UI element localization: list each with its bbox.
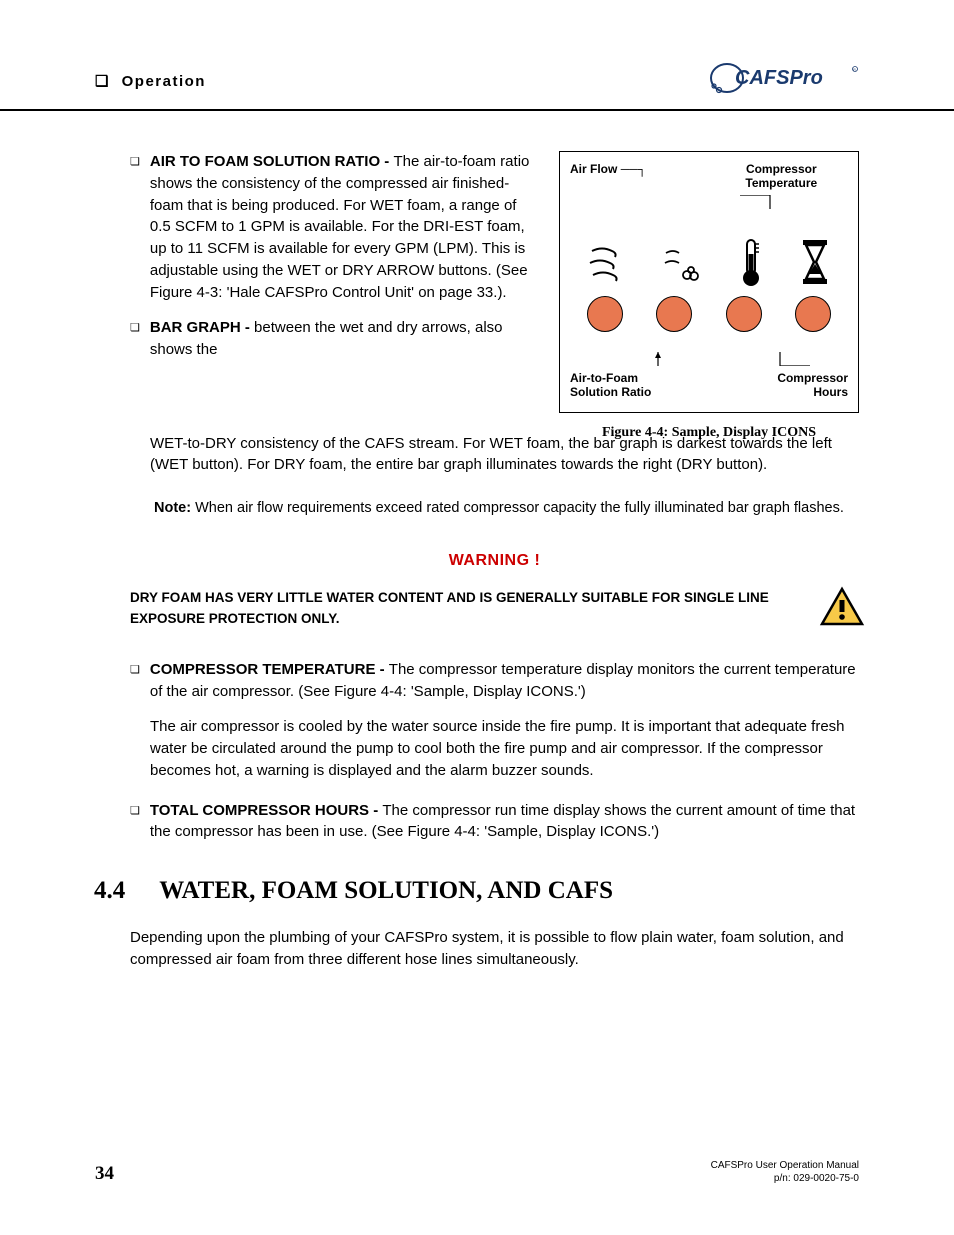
fig-label-air-to-foam: Air-to-FoamSolution Ratio xyxy=(570,371,651,400)
section-body: Depending upon the plumbing of your CAFS… xyxy=(130,927,859,971)
bullet-air-to-foam: ❏ AIR TO FOAM SOLUTION RATIO - The air-t… xyxy=(130,151,541,303)
svg-text:CAFSPro: CAFSPro xyxy=(735,67,823,89)
warning-block: WARNING ! DRY FOAM HAS VERY LITTLE WATER… xyxy=(130,552,859,629)
bullet-bar-graph: ❏ BAR GRAPH - between the wet and dry ar… xyxy=(130,317,541,361)
bullet-compressor-temp: ❏ COMPRESSOR TEMPERATURE - The compresso… xyxy=(130,659,859,703)
page-footer: 34 CAFSPro User Operation Manual p/n: 02… xyxy=(0,1159,954,1185)
page-number: 34 xyxy=(95,1163,114,1185)
warning-text: DRY FOAM HAS VERY LITTLE WATER CONTENT A… xyxy=(130,588,859,629)
fig-label-comp-temp: CompressorTemperature xyxy=(715,162,848,191)
square-bullet-icon: ❏ xyxy=(130,663,140,703)
status-circle-icon xyxy=(795,296,831,332)
foam-ratio-icon xyxy=(661,241,703,283)
footer-manual-name: CAFSPro User Operation Manual xyxy=(711,1159,859,1172)
note-block: Note: When air flow requirements exceed … xyxy=(154,498,859,518)
square-bullet-icon: ❏ xyxy=(130,155,140,303)
square-bullet-icon: ❏ xyxy=(130,804,140,844)
thermometer-icon xyxy=(737,236,765,288)
section-heading: 4.4 WATER, FOAM SOLUTION, AND CAFS xyxy=(94,877,859,905)
status-circle-icon xyxy=(656,296,692,332)
page-content: ❏ AIR TO FOAM SOLUTION RATIO - The air-t… xyxy=(0,151,954,971)
page-header: ❏ Operation CAFSPro R xyxy=(0,0,954,111)
air-to-foam-title: AIR TO FOAM SOLUTION RATIO - xyxy=(150,153,394,170)
square-bullet-icon: ❏ xyxy=(130,321,140,361)
logo: CAFSPro R xyxy=(709,60,859,101)
hourglass-icon xyxy=(799,238,831,286)
fig-label-air-flow: Air Flow ──┐ xyxy=(570,162,703,191)
note-body: When air flow requirements exceed rated … xyxy=(195,500,844,516)
header-bullet-icon: ❏ xyxy=(95,73,110,90)
fig-label-comp-hours: CompressorHours xyxy=(777,371,848,400)
header-section-label: Operation xyxy=(122,73,206,90)
footer-part-number: p/n: 029-0020-75-0 xyxy=(711,1172,859,1185)
bar-graph-rest: WET-to-DRY consistency of the CAFS strea… xyxy=(150,433,859,477)
warning-triangle-icon xyxy=(819,586,865,628)
warning-heading: WARNING ! xyxy=(130,552,859,570)
comp-temp-title: COMPRESSOR TEMPERATURE - xyxy=(150,661,389,678)
figure-4-4: Air Flow ──┐ CompressorTemperature xyxy=(559,151,859,441)
bullet-total-hours: ❏ TOTAL COMPRESSOR HOURS - The compresso… xyxy=(130,800,859,844)
bar-graph-title: BAR GRAPH - xyxy=(150,319,254,336)
total-hours-title: TOTAL COMPRESSOR HOURS - xyxy=(150,802,383,819)
section-number: 4.4 xyxy=(94,877,125,904)
status-circle-icon xyxy=(726,296,762,332)
note-label: Note: xyxy=(154,500,195,516)
cooling-paragraph: The air compressor is cooled by the wate… xyxy=(150,716,859,781)
air-flow-icon xyxy=(587,241,627,283)
section-title: WATER, FOAM SOLUTION, AND CAFS xyxy=(159,877,613,904)
header-section: ❏ Operation xyxy=(95,72,206,90)
air-to-foam-body: The air-to-foam ratio shows the consiste… xyxy=(150,153,530,301)
status-circle-icon xyxy=(587,296,623,332)
